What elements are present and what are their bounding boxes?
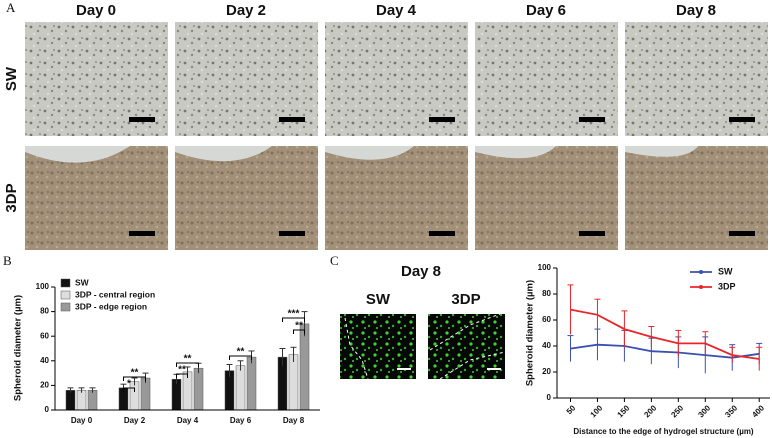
- y-tick-label: 20: [40, 381, 49, 390]
- x-tick-label: 400: [750, 403, 766, 419]
- legend-swatch: [60, 278, 71, 288]
- significance-bracket: [282, 317, 305, 322]
- significance-label: *: [127, 379, 131, 390]
- y-tick-label: 100: [538, 263, 552, 272]
- x-tick-label: Day 4: [177, 416, 199, 425]
- x-tick-label: Day 0: [71, 416, 93, 425]
- x-tick-label: 200: [642, 403, 658, 419]
- panel-label: B: [3, 253, 12, 268]
- x-tick-label: Day 6: [230, 416, 252, 425]
- scale-bar: [397, 368, 411, 370]
- bar: [299, 323, 310, 411]
- significance-label: **: [178, 365, 186, 376]
- spheroid-region: [625, 146, 768, 250]
- scale-bar: [729, 117, 755, 122]
- scale-bar: [579, 117, 605, 122]
- x-tick-label: 300: [696, 403, 712, 419]
- significance-bracket: [123, 387, 135, 392]
- y-tick-label: 60: [542, 315, 551, 324]
- spheroid-region: [25, 146, 168, 250]
- micrograph-grid: Day 0 Day 2 Day 4 Day 6 Day 8 SW 3DP: [3, 2, 768, 250]
- x-tick-label: 250: [669, 403, 685, 419]
- legend-label: 3DP - edge region: [75, 301, 147, 311]
- fluorescence-title: Day 8: [401, 263, 441, 280]
- legend-label: SW: [75, 277, 90, 287]
- significance-bracket: [229, 355, 252, 360]
- panel-label: A: [6, 0, 16, 15]
- x-tick-label: Day 2: [124, 416, 146, 425]
- fluorescence-label: SW: [366, 291, 391, 308]
- legend-label: SW: [718, 266, 733, 276]
- fluorescence-label: 3DP: [451, 291, 480, 308]
- bar: [65, 390, 76, 411]
- row-label: 3DP: [3, 183, 20, 212]
- column-header: Day 4: [376, 2, 417, 19]
- series-line: [570, 343, 760, 359]
- significance-bracket: [176, 373, 188, 378]
- bar: [129, 381, 140, 411]
- significance-bracket: [123, 376, 146, 381]
- scale-bar: [429, 231, 455, 236]
- y-tick-label: 80: [40, 307, 49, 316]
- bar: [288, 354, 299, 411]
- x-tick-label: Day 8: [283, 416, 305, 425]
- x-tick-label: 350: [723, 403, 739, 419]
- y-tick-label: 80: [542, 289, 551, 298]
- scale-bar: [129, 117, 155, 122]
- scale-bar: [129, 231, 155, 236]
- legend-swatch: [60, 302, 71, 312]
- scale-bar: [429, 117, 455, 122]
- y-axis-label: Spheroid diameter (µm): [13, 295, 24, 401]
- y-tick-label: 0: [45, 405, 50, 414]
- edge-outline: [344, 317, 369, 380]
- significance-label: **: [295, 321, 303, 332]
- y-tick-label: 0: [547, 393, 552, 402]
- column-header: Day 8: [676, 2, 716, 19]
- legend-marker: [699, 270, 703, 274]
- panel-label: C: [330, 253, 339, 268]
- significance-label: ***: [288, 309, 300, 320]
- x-tick-label: 50: [565, 403, 578, 416]
- y-tick-label: 40: [40, 356, 49, 365]
- significance-bracket: [293, 329, 305, 334]
- spheroid-region: [325, 146, 468, 250]
- scale-bar: [579, 231, 605, 236]
- y-tick-label: 20: [542, 367, 551, 376]
- legend-label: 3DP - central region: [75, 289, 155, 299]
- fluorescence-panel: Day 8 SW 3DP: [340, 263, 506, 380]
- y-tick-label: 100: [36, 282, 50, 291]
- bar: [76, 390, 87, 411]
- significance-bracket: [176, 362, 199, 367]
- legend-swatch: [60, 290, 71, 300]
- y-axis-label: Spheroid diameter (µm): [525, 280, 536, 386]
- legend-marker: [699, 285, 703, 289]
- scale-bar: [487, 368, 501, 370]
- column-header: Day 0: [76, 2, 116, 19]
- y-tick-label: 40: [542, 341, 551, 350]
- column-header: Day 2: [226, 2, 266, 19]
- edge-outline: [429, 313, 506, 380]
- significance-label: **: [131, 368, 139, 379]
- bar: [246, 356, 257, 411]
- bar: [235, 365, 246, 411]
- x-tick-label: 100: [589, 403, 605, 419]
- series-line: [570, 308, 760, 360]
- spheroid-region: [175, 146, 318, 250]
- bar: [193, 367, 204, 411]
- scale-bar: [279, 117, 305, 122]
- scale-bar: [279, 231, 305, 236]
- significance-label: **: [237, 347, 245, 358]
- x-tick-label: 150: [616, 403, 632, 419]
- x-axis-label: Distance to the edge of hydrogel structu…: [573, 427, 754, 436]
- scale-bar: [729, 231, 755, 236]
- significance-label: **: [184, 354, 192, 365]
- column-header: Day 6: [526, 2, 566, 19]
- y-tick-label: 60: [40, 331, 49, 340]
- row-label: SW: [3, 66, 20, 91]
- bar: [87, 390, 98, 411]
- spheroid-region: [475, 146, 618, 250]
- legend-label: 3DP: [718, 281, 736, 291]
